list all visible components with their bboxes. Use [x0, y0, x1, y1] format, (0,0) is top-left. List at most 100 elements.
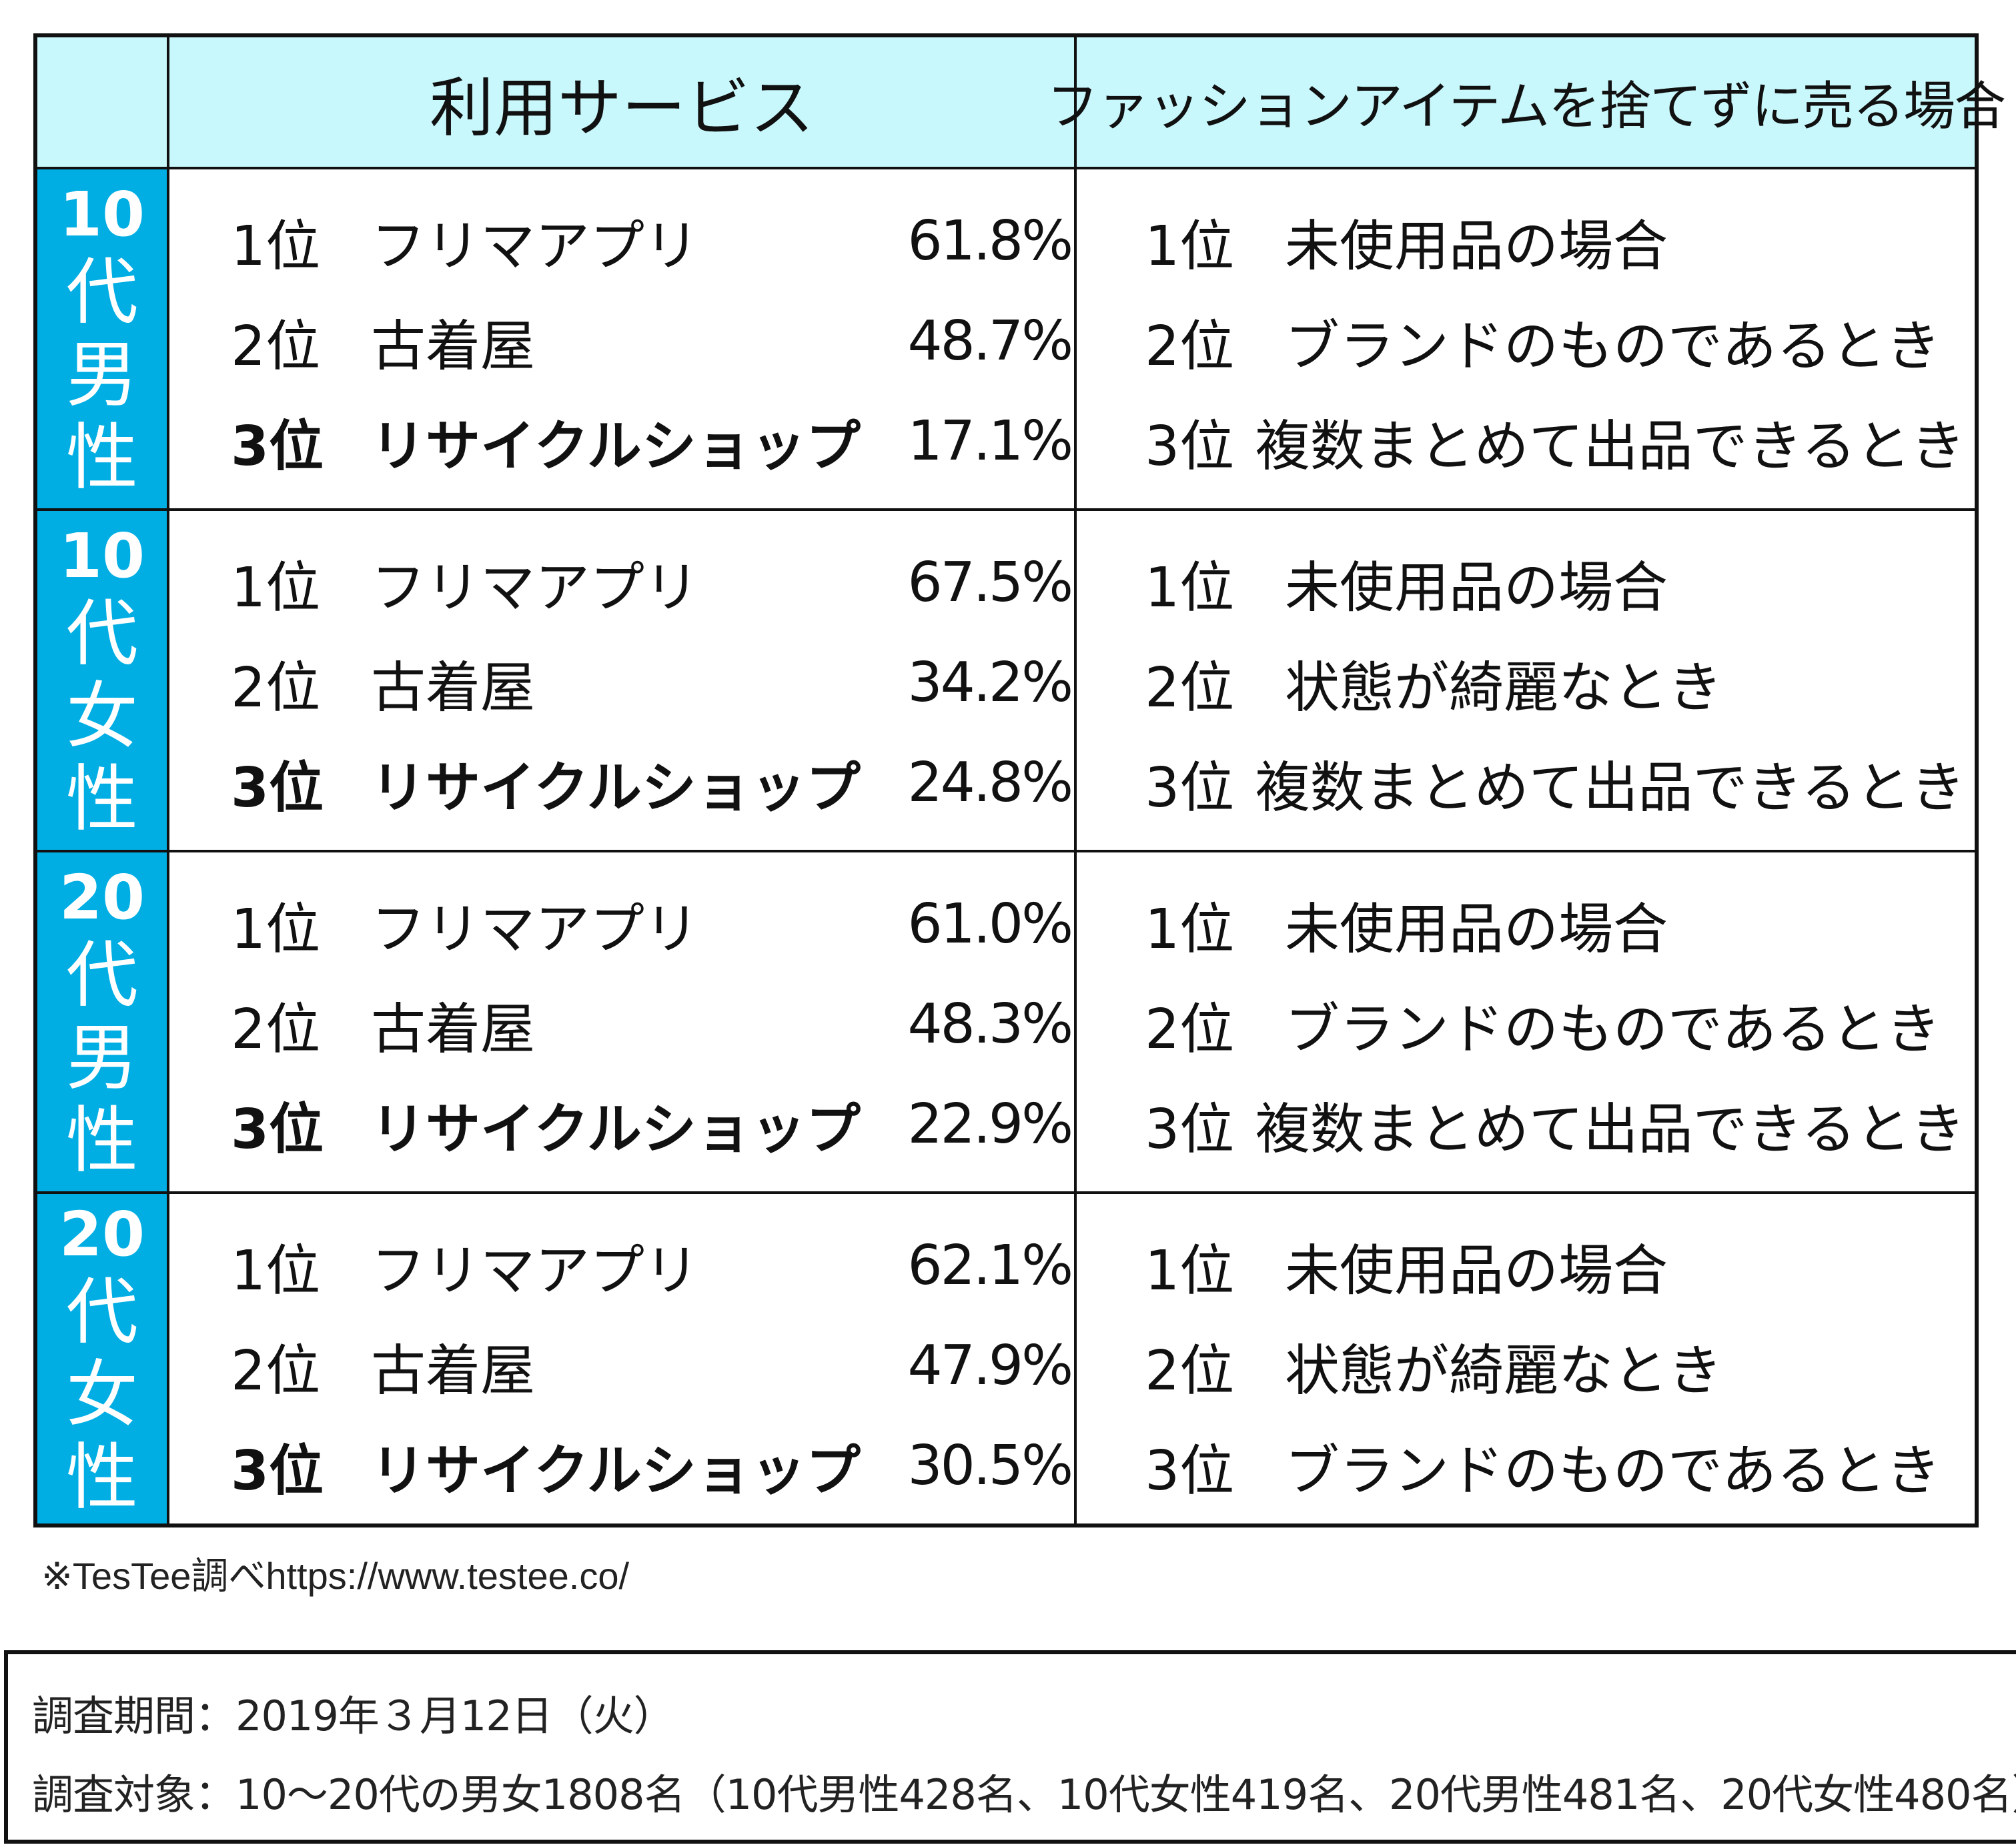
group-char: 性	[65, 416, 138, 500]
rank-label: 3位	[231, 1097, 324, 1161]
rank-label: 1位	[1145, 897, 1235, 961]
rank-label: 3位	[1145, 414, 1235, 478]
fashion-reason: 未使用品の場合	[1285, 1239, 1668, 1303]
service-percent: 24.8%	[907, 750, 1073, 814]
fashion-row: 2位 状態が綺麗なとき	[1145, 642, 1965, 722]
source-note: ※TesTee調べhttps://www.testee.co/	[41, 1555, 630, 1597]
row-divider	[37, 508, 1975, 511]
fashion-reason: 複数まとめて出品できるとき	[1255, 756, 1965, 820]
service-row: 3位 リサイクルショップ 22.9%	[231, 1084, 1073, 1164]
fashion-row: 2位 ブランドのものであるとき	[1145, 301, 1965, 381]
group-char: 性	[65, 1099, 138, 1183]
group-char: 代	[65, 251, 138, 334]
rank-label: 1位	[231, 556, 321, 620]
service-percent: 62.1%	[907, 1233, 1073, 1297]
fashion-reason: ブランドのものであるとき	[1285, 997, 1941, 1061]
service-percent: 22.9%	[907, 1092, 1073, 1156]
service-name: 古着屋	[371, 1339, 536, 1403]
service-percent: 61.0%	[907, 892, 1073, 956]
service-percent: 47.9%	[907, 1333, 1073, 1397]
group-age: 10	[59, 179, 145, 250]
service-row: 2位 古着屋 34.2%	[231, 642, 1073, 722]
fashion-reason: ブランドのものであるとき	[1285, 314, 1941, 378]
service-name: リサイクルショップ	[371, 756, 861, 820]
group-char: 性	[65, 758, 138, 841]
rank-label: 3位	[231, 414, 324, 478]
rank-label: 1位	[1145, 1239, 1235, 1303]
service-percent: 17.1%	[907, 409, 1073, 473]
fashion-row: 3位 複数まとめて出品できるとき	[1145, 742, 1965, 822]
rank-label: 2位	[231, 997, 321, 1061]
fashion-reason: 状態が綺麗なとき	[1285, 1339, 1723, 1403]
row-divider	[37, 1191, 1975, 1194]
service-row: 1位 フリマアプリ 62.1%	[231, 1225, 1073, 1305]
fashion-row: 2位 状態が綺麗なとき	[1145, 1325, 1965, 1405]
group-char: 男	[65, 1017, 138, 1100]
group-label-10s-female: 10 代 女 性	[37, 511, 167, 850]
fashion-row: 3位 ブランドのものであるとき	[1145, 1425, 1965, 1505]
service-percent: 30.5%	[907, 1433, 1073, 1497]
service-name: フリマアプリ	[371, 897, 700, 961]
fashion-row: 3位 複数まとめて出品できるとき	[1145, 401, 1965, 481]
header-services: 利用サービス	[430, 70, 814, 145]
group-char: 性	[65, 1436, 138, 1519]
rank-label: 3位	[1145, 1097, 1235, 1161]
fashion-reason: 未使用品の場合	[1285, 556, 1668, 620]
service-row: 3位 リサイクルショップ 17.1%	[231, 401, 1073, 481]
fashion-reason: ブランドのものであるとき	[1285, 1439, 1941, 1503]
group-age: 10	[59, 520, 145, 592]
service-row: 1位 フリマアプリ 61.8%	[231, 201, 1073, 281]
rank-label: 1位	[231, 897, 321, 961]
rank-label: 2位	[1145, 1339, 1235, 1403]
table-header-background	[37, 37, 1975, 167]
rank-label: 3位	[231, 1439, 324, 1503]
group-char: 男	[65, 334, 138, 417]
group-char: 女	[65, 675, 138, 758]
fashion-reason: 未使用品の場合	[1285, 214, 1668, 278]
fashion-row: 1位 未使用品の場合	[1145, 201, 1965, 281]
service-name: フリマアプリ	[371, 214, 700, 278]
row-divider	[37, 167, 1975, 169]
service-name: 古着屋	[371, 656, 536, 720]
service-row: 2位 古着屋 47.9%	[231, 1325, 1073, 1405]
rank-label: 1位	[1145, 556, 1235, 620]
rank-label: 2位	[1145, 656, 1235, 720]
rank-label: 2位	[231, 1339, 321, 1403]
rank-label: 2位	[1145, 314, 1235, 378]
group-age: 20	[59, 862, 145, 933]
service-row: 1位 フリマアプリ 61.0%	[231, 884, 1073, 964]
row-divider	[37, 850, 1975, 852]
service-name: リサイクルショップ	[371, 414, 861, 478]
header-fashion-selling: ファッションアイテムを捨てずに売る場合	[1046, 77, 2006, 137]
group-char: 代	[65, 1271, 138, 1354]
fashion-reason: 複数まとめて出品できるとき	[1255, 414, 1965, 478]
fashion-row: 1位 未使用品の場合	[1145, 542, 1965, 622]
service-percent: 48.3%	[907, 992, 1073, 1056]
ranking-table: 利用サービス ファッションアイテムを捨てずに売る場合 10 代 男 性 10 代…	[33, 33, 2006, 1527]
service-row: 1位 フリマアプリ 67.5%	[231, 542, 1073, 622]
service-name: 古着屋	[371, 997, 536, 1061]
group-char: 代	[65, 934, 138, 1017]
service-name: フリマアプリ	[371, 1239, 700, 1303]
service-name: リサイクルショップ	[371, 1439, 861, 1503]
rank-label: 2位	[1145, 997, 1235, 1061]
column-divider	[167, 37, 169, 1523]
service-percent: 48.7%	[907, 309, 1073, 373]
rank-label: 3位	[231, 756, 324, 820]
rank-label: 2位	[231, 314, 321, 378]
fashion-row: 2位 ブランドのものであるとき	[1145, 984, 1965, 1064]
service-percent: 67.5%	[907, 550, 1073, 614]
group-label-20s-female: 20 代 女 性	[37, 1194, 167, 1523]
group-age: 20	[59, 1199, 145, 1270]
service-row: 3位 リサイクルショップ 24.8%	[231, 742, 1073, 822]
fashion-reason: 状態が綺麗なとき	[1285, 656, 1723, 720]
group-char: 女	[65, 1353, 138, 1437]
rank-label: 1位	[1145, 214, 1235, 278]
rank-label: 3位	[1145, 1439, 1235, 1503]
service-percent: 61.8%	[907, 209, 1073, 273]
fashion-row: 1位 未使用品の場合	[1145, 1225, 1965, 1305]
group-label-10s-male: 10 代 男 性	[37, 169, 167, 508]
fashion-row: 3位 複数まとめて出品できるとき	[1145, 1084, 1965, 1164]
service-name: 古着屋	[371, 314, 536, 378]
fashion-row: 1位 未使用品の場合	[1145, 884, 1965, 964]
